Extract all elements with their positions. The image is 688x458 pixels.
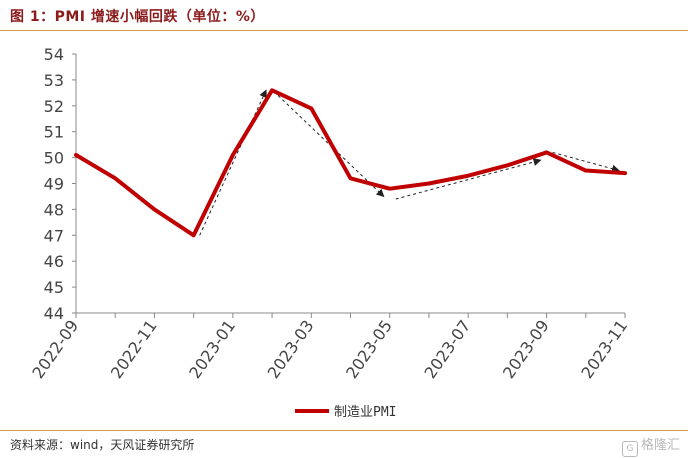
y-tick-label: 44: [44, 304, 64, 323]
y-tick-label: 50: [44, 149, 64, 168]
y-tick-label: 53: [44, 71, 64, 90]
y-tick-label: 54: [44, 45, 64, 64]
x-tick-label: 2022-11: [107, 316, 161, 382]
watermark-text: 格隆汇: [640, 438, 680, 453]
x-tick-label: 2023-11: [577, 316, 631, 382]
y-tick-label: 49: [44, 175, 64, 194]
trend-arrow: [199, 89, 267, 236]
x-tick-label: 2023-03: [264, 316, 318, 382]
source-note: 资料来源：wind，天风证券研究所: [10, 438, 195, 452]
y-tick-label: 51: [44, 123, 64, 142]
x-tick-label: 2023-01: [185, 316, 239, 382]
x-tick-label: 2023-07: [421, 316, 475, 382]
y-tick-label: 52: [44, 97, 64, 116]
y-tick-label: 47: [44, 226, 64, 245]
legend: 制造业PMI: [295, 405, 396, 420]
trend-arrow: [395, 158, 542, 200]
x-tick-label: 2023-09: [499, 316, 553, 382]
y-tick-label: 46: [44, 252, 64, 271]
y-tick-labels: 44 45 46 47 48 49 50 51 52 53 54: [44, 45, 76, 323]
top-divider: [0, 30, 688, 31]
y-tick-label: 48: [44, 200, 64, 219]
series-line-manufacturing-pmi: [74, 88, 627, 238]
watermark-logo-icon: G: [621, 441, 638, 457]
x-tick-label: 2022-09: [28, 316, 82, 382]
series-lines: [74, 88, 627, 238]
legend-label: 制造业PMI: [334, 405, 396, 420]
chart-title: 图 1：PMI 增速小幅回跌（单位：%）: [10, 9, 265, 25]
trend-arrows: [199, 89, 620, 236]
x-tick-labels: 2022-09 2022-11 2023-01 2023-03 2023-05 2023-…: [28, 313, 631, 382]
x-tick-label: 2023-05: [342, 316, 396, 382]
y-tick-label: 45: [44, 278, 64, 297]
watermark: G 格隆汇: [621, 434, 680, 457]
axes: [75, 54, 625, 314]
bottom-divider: [0, 430, 688, 431]
